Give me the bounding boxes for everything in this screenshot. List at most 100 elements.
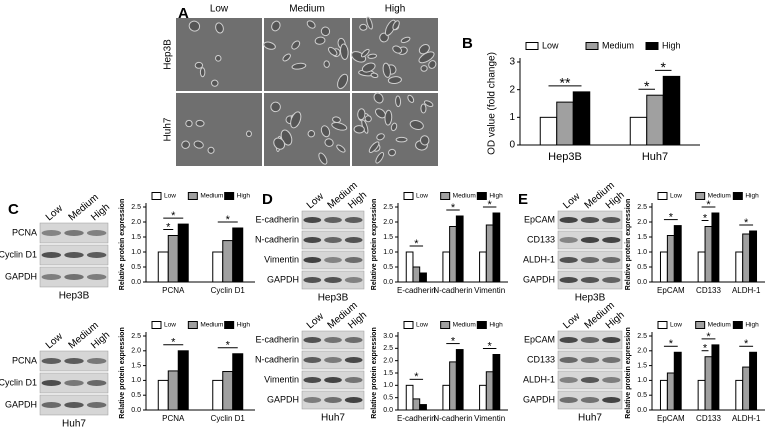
y-tick-label: 1.0 — [131, 377, 141, 384]
blot-band — [64, 230, 84, 236]
bar — [556, 101, 574, 146]
legend-swatch — [151, 192, 162, 200]
legend-swatch — [695, 192, 706, 200]
blot-band — [86, 358, 107, 364]
legend-label: Medium — [453, 193, 476, 200]
legend-swatch — [657, 192, 668, 200]
y-tick-label: 2.5 — [131, 333, 141, 340]
legend-label: Low — [164, 322, 176, 329]
protein-label: ALDH-1 — [523, 374, 555, 384]
y-axis-label: Relative protein expression — [625, 199, 632, 290]
protein-label: Cyclin D1 — [0, 377, 37, 387]
x-tick-label: Hep3B — [548, 151, 582, 163]
protein-label: E-cadherin — [255, 214, 299, 224]
protein-label: Vimentin — [264, 254, 299, 264]
cell — [337, 73, 349, 90]
cell — [291, 62, 307, 70]
legend-label: Low — [670, 322, 682, 329]
bar — [735, 379, 744, 411]
cell — [245, 130, 252, 138]
y-tick-label: 2.5 — [637, 204, 647, 211]
cell — [419, 135, 430, 146]
bar — [212, 379, 224, 411]
legend-label: High — [745, 193, 759, 200]
legend-label: Medium — [708, 193, 731, 200]
protein-label: GAPDH — [5, 399, 37, 409]
lane-label: Low — [305, 311, 327, 332]
cell — [199, 67, 206, 78]
y-tick-label: 2.0 — [637, 219, 647, 226]
cell — [407, 94, 415, 103]
blot-band — [344, 257, 363, 263]
cell — [320, 26, 331, 37]
blot-band — [324, 357, 342, 363]
x-tick-label: N-cadherin — [433, 286, 472, 295]
significance-label: * — [744, 338, 749, 350]
significance-label: * — [706, 331, 711, 343]
legend-swatch — [732, 192, 743, 200]
y-tick-label: 2.5 — [637, 333, 647, 340]
legend-label: High — [489, 193, 503, 200]
cell — [290, 111, 302, 129]
legend-swatch — [585, 42, 599, 50]
bar — [167, 235, 179, 283]
blot-band — [602, 337, 621, 343]
y-tick-label: 0.5 — [131, 392, 141, 399]
blot-band — [86, 402, 107, 408]
cell — [339, 43, 349, 60]
legend-label: Low — [670, 193, 682, 200]
y-axis-label: Relative protein expression — [119, 199, 126, 290]
blot-band — [344, 337, 363, 343]
protein-label: GAPDH — [267, 394, 299, 404]
cell — [193, 140, 204, 149]
x-tick-label: ALDH-1 — [732, 414, 761, 423]
cell — [194, 61, 204, 69]
bar — [405, 384, 414, 411]
legend-swatch — [525, 42, 539, 50]
cell — [364, 115, 372, 123]
x-tick-label: Cyclin D1 — [211, 286, 246, 295]
protein-label: Vimentin — [264, 374, 299, 384]
blot-band — [602, 277, 621, 283]
significance-label: * — [171, 337, 176, 349]
y-axis-label: Relative protein expression — [371, 199, 378, 290]
cell — [185, 119, 193, 128]
legend-swatch — [657, 321, 668, 329]
cell — [368, 141, 380, 153]
cell — [420, 103, 427, 114]
legend-swatch — [695, 321, 706, 329]
blot-band — [303, 397, 322, 403]
cell — [360, 48, 370, 58]
cell — [270, 101, 281, 113]
x-tick-label: E-cadherin — [397, 286, 436, 295]
column-label: Low — [210, 4, 229, 15]
bar — [673, 225, 682, 283]
blot-band — [602, 397, 621, 403]
cell — [211, 79, 219, 87]
cell — [376, 133, 385, 141]
protein-label: CD133 — [527, 234, 555, 244]
cell — [273, 137, 286, 150]
significance-label: * — [226, 340, 231, 352]
cell — [320, 125, 331, 138]
y-tick-label: 1.5 — [637, 234, 647, 241]
protein-label: N-cadherin — [255, 354, 299, 364]
legend-label: Medium — [602, 40, 634, 50]
protein-label: EpCAM — [524, 214, 555, 224]
blot-band — [559, 397, 578, 403]
blot-band — [86, 230, 107, 236]
y-tick-label: 2.5 — [131, 204, 141, 211]
cell — [207, 146, 215, 154]
y-tick-label: 2.0 — [131, 219, 141, 226]
bar — [485, 224, 494, 283]
lane-label: Low — [44, 203, 66, 224]
bar — [666, 235, 675, 283]
cell — [215, 54, 222, 62]
cell — [375, 152, 385, 164]
y-axis-label: Relative protein expression — [625, 327, 632, 418]
bar — [697, 379, 706, 411]
blot-band — [580, 377, 600, 383]
blot-band — [559, 217, 578, 223]
bar — [167, 370, 179, 411]
